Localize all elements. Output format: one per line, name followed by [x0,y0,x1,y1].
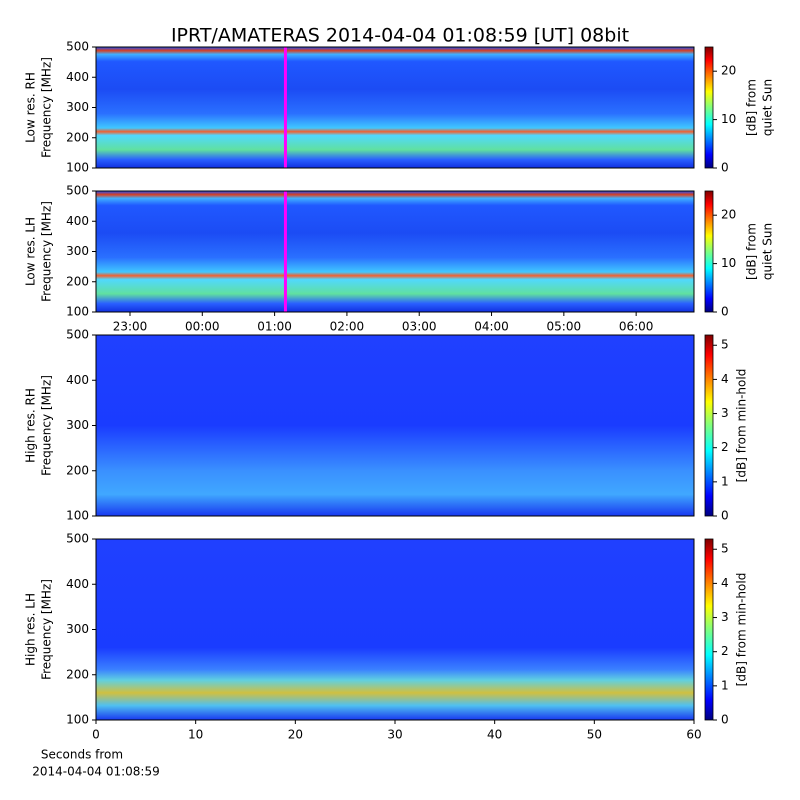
y-tick-label: 300 [66,622,89,636]
x-tick-label: 50 [587,728,602,742]
colorbar [704,190,714,313]
colorbar-tick-label: 0 [721,509,729,523]
colorbar-label: [dB] from [745,223,759,280]
y-axis-label: High res. RH [24,388,38,463]
colorbar-tick-label: 4 [721,576,729,590]
y-tick-label: 400 [66,214,89,228]
x-axis-label: 2014-04-04 01:08:59 [32,765,159,779]
y-tick-label: 200 [66,667,89,681]
y-axis-label: Low res. RH [24,72,38,143]
colorbar [704,538,714,721]
colorbar-tick-label: 0 [721,161,729,175]
x-tick-label: 03:00 [402,320,437,334]
x-tick-label: 06:00 [619,320,654,334]
colorbar-tick-label: 1 [721,678,729,692]
x-tick-label: 01:00 [257,320,292,334]
y-tick-label: 200 [66,274,89,288]
y-tick-label: 500 [66,532,89,546]
spectrogram [96,47,694,168]
spectrogram [96,539,694,720]
figure-title: IPRT/AMATERAS 2014-04-04 01:08:59 [UT] 0… [171,25,629,47]
y-axis-label: High res. LH [24,593,38,666]
y-tick-label: 100 [66,713,89,727]
colorbar-tick-label: 2 [721,644,729,658]
x-tick-label: 04:00 [474,320,509,334]
colorbar-label: quiet Sun [761,223,775,280]
colorbar-tick-label: 2 [721,440,729,454]
y-axis-label: Frequency [MHz] [40,57,54,158]
y-axis-label: Low res. LH [24,217,38,286]
x-tick-label: 23:00 [113,320,148,334]
colorbar-tick-label: 0 [721,305,729,319]
colorbar [704,334,714,517]
x-tick-label: 30 [387,728,402,742]
y-axis-label: Frequency [MHz] [40,201,54,302]
colorbar-label: [dB] from min-hold [735,369,749,483]
spectrogram [96,335,694,516]
colorbar-label: [dB] from [745,79,759,136]
y-tick-label: 500 [66,328,89,342]
x-tick-label: 10 [188,728,203,742]
y-tick-label: 100 [66,305,89,319]
y-tick-label: 300 [66,244,89,258]
y-tick-label: 500 [66,184,89,198]
y-tick-label: 100 [66,509,89,523]
colorbar-tick-label: 10 [721,112,736,126]
x-tick-label: 0 [92,728,100,742]
colorbar-tick-label: 3 [721,610,729,624]
y-tick-label: 300 [66,418,89,432]
colorbar-tick-label: 0 [721,713,729,727]
spectrogram [96,191,694,312]
colorbar-tick-label: 20 [721,208,736,222]
y-tick-label: 100 [66,161,89,175]
y-tick-label: 400 [66,577,89,591]
y-axis-label: Frequency [MHz] [40,375,54,476]
x-tick-label: 60 [686,728,701,742]
y-axis-label: Frequency [MHz] [40,579,54,680]
colorbar-tick-label: 10 [721,256,736,270]
colorbar-tick-label: 1 [721,474,729,488]
x-tick-label: 02:00 [330,320,365,334]
colorbar-tick-label: 3 [721,406,729,420]
colorbar-tick-label: 20 [721,64,736,78]
x-tick-label: 00:00 [185,320,220,334]
colorbar-tick-label: 5 [721,338,729,352]
y-tick-label: 200 [66,130,89,144]
y-tick-label: 200 [66,463,89,477]
colorbar-label: [dB] from min-hold [735,573,749,687]
colorbar [704,46,714,169]
y-tick-label: 400 [66,373,89,387]
colorbar-tick-label: 5 [721,542,729,556]
y-tick-label: 400 [66,70,89,84]
x-axis-label: Seconds from [41,748,123,762]
x-tick-label: 05:00 [547,320,582,334]
x-tick-label: 20 [288,728,303,742]
y-tick-label: 300 [66,100,89,114]
y-tick-label: 500 [66,40,89,54]
colorbar-tick-label: 4 [721,372,729,386]
x-tick-label: 40 [487,728,502,742]
colorbar-label: quiet Sun [761,79,775,136]
